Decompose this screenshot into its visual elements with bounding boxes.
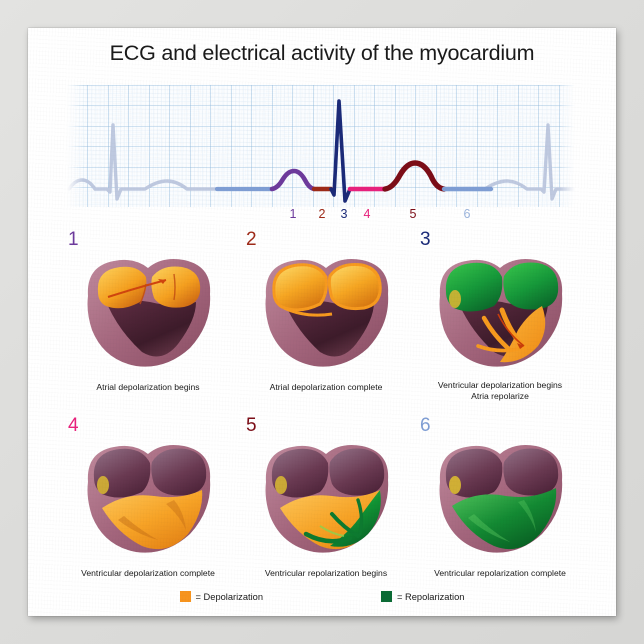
ventricle-depolarized bbox=[102, 490, 203, 550]
ecg-segment-5-t-wave bbox=[382, 160, 447, 192]
right-atrium-resting bbox=[151, 448, 207, 496]
panel-number-6: 6 bbox=[420, 415, 431, 436]
panel-caption-6: Ventricular repolarization complete bbox=[410, 568, 590, 579]
ventricle-repolarizing bbox=[330, 490, 381, 547]
orange-square-icon bbox=[179, 591, 191, 602]
right-atrium-depolarized bbox=[327, 263, 382, 310]
ecg-label-6: 6 bbox=[464, 207, 471, 221]
panel-caption-5: Ventricular repolarization begins bbox=[236, 568, 416, 579]
ventricle-repolarized bbox=[452, 488, 557, 550]
heart-diagram-4 bbox=[58, 430, 238, 563]
legend-label-repolarization: = Repolarization bbox=[397, 591, 465, 602]
legend: = Depolarization = Repolarization bbox=[28, 591, 616, 602]
valve-marker bbox=[449, 476, 461, 494]
caption-line-1: Atrial depolarization begins bbox=[96, 382, 200, 392]
ecg-label-2: 2 bbox=[319, 207, 326, 221]
caption-line-1: Atrial depolarization complete bbox=[269, 382, 383, 392]
legend-item-depolarization: = Depolarization bbox=[179, 591, 263, 602]
panel-number-5: 5 bbox=[246, 415, 257, 436]
caption-line-1: Ventricular repolarization complete bbox=[434, 568, 566, 578]
valve-marker bbox=[275, 476, 287, 494]
ecg-segment-3-qrs bbox=[329, 99, 352, 203]
ventricle-depolarizing bbox=[500, 306, 546, 363]
right-atrium-depolarized bbox=[151, 266, 201, 308]
panel-caption-3: Ventricular depolarization begins Atria … bbox=[410, 380, 590, 402]
ecg-label-4: 4 bbox=[364, 207, 371, 221]
left-atrium-depolarized bbox=[272, 263, 328, 312]
panel-caption-1: Atrial depolarization begins bbox=[58, 382, 238, 393]
right-atrium-repolarized bbox=[503, 262, 559, 310]
page-title: ECG and electrical activity of the myoca… bbox=[109, 41, 535, 65]
panel-caption-2: Atrial depolarization complete bbox=[236, 382, 416, 393]
panel-number-4: 4 bbox=[68, 415, 79, 436]
heart-diagram-6 bbox=[410, 430, 590, 563]
ecg-label-5: 5 bbox=[410, 207, 417, 221]
ecg-label-3: 3 bbox=[341, 207, 348, 221]
valve-marker bbox=[449, 290, 461, 308]
caption-line-1: Ventricular depolarization complete bbox=[81, 568, 215, 578]
panel-number-1: 1 bbox=[68, 229, 79, 250]
ecg-waveform-chart: 1 2 3 4 5 6 bbox=[67, 85, 575, 221]
repolarization-front bbox=[303, 531, 353, 544]
legend-label-depolarization: = Depolarization bbox=[195, 591, 263, 602]
ecg-label-1: 1 bbox=[290, 207, 297, 221]
heart-diagram-5 bbox=[236, 430, 416, 563]
right-atrium-resting bbox=[329, 448, 385, 496]
ecg-segment-1-p-wave bbox=[269, 168, 317, 192]
caption-line-1: Ventricular depolarization begins bbox=[437, 380, 563, 390]
panel-number-3: 3 bbox=[420, 229, 431, 250]
valve-marker bbox=[97, 476, 109, 494]
panel-caption-4: Ventricular depolarization complete bbox=[58, 568, 238, 579]
heart-diagram-3 bbox=[410, 244, 590, 377]
panel-number-2: 2 bbox=[246, 229, 257, 250]
right-atrium-resting bbox=[503, 448, 559, 496]
heart-diagram-2 bbox=[236, 244, 416, 377]
ecg-segment-labels: 1 2 3 4 5 6 bbox=[290, 207, 471, 221]
left-atrium-depolarized bbox=[97, 266, 147, 309]
heart-diagram-1 bbox=[58, 244, 238, 377]
caption-line-1: Ventricular repolarization begins bbox=[264, 568, 388, 578]
legend-item-repolarization: = Repolarization bbox=[381, 591, 464, 602]
poster-sheet: ECG and electrical activity of the myoca… bbox=[28, 28, 616, 616]
ecg-strip: 1 2 3 4 5 6 bbox=[67, 85, 575, 226]
caption-line-2: Atria repolarize bbox=[471, 391, 529, 401]
ventricle-chamber bbox=[108, 300, 196, 357]
green-square-icon bbox=[381, 591, 392, 602]
